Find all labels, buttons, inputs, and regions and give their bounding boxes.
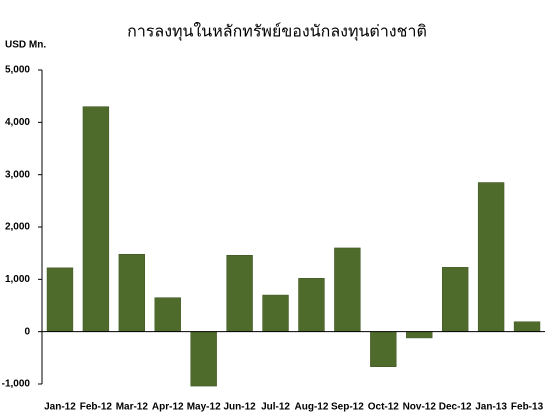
x-tick-label: Dec-12 <box>439 402 472 413</box>
x-tick-label: Mar-12 <box>116 402 149 413</box>
bar <box>477 182 505 332</box>
x-tick-label: Feb-13 <box>511 402 544 413</box>
bar <box>190 331 217 387</box>
bar <box>262 294 289 332</box>
y-tick-label: 0 <box>24 326 30 337</box>
y-tick-label: 4,000 <box>5 117 30 128</box>
bar <box>154 297 181 332</box>
x-tick-label: Apr-12 <box>152 402 184 413</box>
x-tick-label: Feb-12 <box>80 402 113 413</box>
x-tick-label: Sep-12 <box>331 402 364 413</box>
bar <box>82 106 110 332</box>
bar <box>298 278 325 332</box>
y-tick-label: 2,000 <box>5 222 30 233</box>
y-axis-label: USD Mn. <box>5 40 46 51</box>
bar <box>441 267 469 332</box>
y-tick-label: 5,000 <box>5 65 30 76</box>
x-tick-label: Aug-12 <box>295 402 329 413</box>
x-tick-label: Jan-12 <box>44 402 76 413</box>
bar <box>226 255 253 332</box>
y-tick-label: 3,000 <box>5 169 30 180</box>
bar <box>118 253 146 332</box>
x-tick-label: Jul-12 <box>261 402 290 413</box>
x-tick-label: May-12 <box>187 402 221 413</box>
y-tick-label: -1,000 <box>2 379 31 390</box>
chart-title: การลงทุนในหลักทรัพย์ของนักลงทุนต่างชาติ <box>127 22 427 42</box>
x-tick-label: Nov-12 <box>403 402 437 413</box>
y-tick-label: 1,000 <box>5 274 30 285</box>
bar <box>46 267 74 332</box>
bar <box>370 331 397 367</box>
x-tick-label: Oct-12 <box>368 402 400 413</box>
bar <box>334 247 361 332</box>
bar <box>406 331 433 339</box>
x-tick-label: Jan-13 <box>475 402 507 413</box>
bar <box>513 321 541 332</box>
x-tick-label: Jun-12 <box>223 402 256 413</box>
